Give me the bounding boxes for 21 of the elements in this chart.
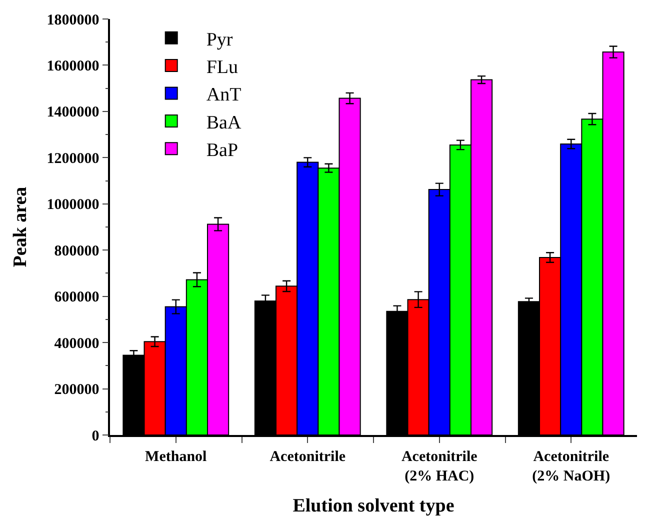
y-tick-label: 1400000	[46, 104, 100, 121]
y-tick-label: 400000	[54, 336, 100, 352]
legend-label: Pyr	[206, 29, 234, 50]
legend-label: FLu	[206, 56, 239, 78]
y-tick-label: 1800000	[46, 12, 100, 28]
legend-label: AnT	[206, 84, 242, 106]
legend-label: BaP	[206, 140, 238, 162]
legend-label: BaA	[206, 112, 242, 134]
x-tick-label: Methanol	[145, 448, 207, 465]
x-tick-label: Acetonitrile	[270, 448, 346, 465]
x-axis-title: Elution solvent type	[292, 496, 454, 517]
x-tick-label: Acetonitrile (2% HAC)	[401, 448, 478, 484]
y-tick-label: 800000	[54, 243, 100, 260]
y-tick-label: 1000000	[46, 197, 100, 214]
y-tick-label: 0	[92, 428, 100, 444]
y-tick-label: 1200000	[46, 150, 100, 167]
y-tick-label: 1600000	[46, 58, 100, 74]
y-tick-label: 600000	[54, 290, 100, 306]
x-tick-label: Acetonitrile (2% NaOH)	[532, 448, 610, 484]
y-tick-label: 200000	[54, 382, 100, 398]
y-axis-title: Peak area	[10, 186, 32, 268]
